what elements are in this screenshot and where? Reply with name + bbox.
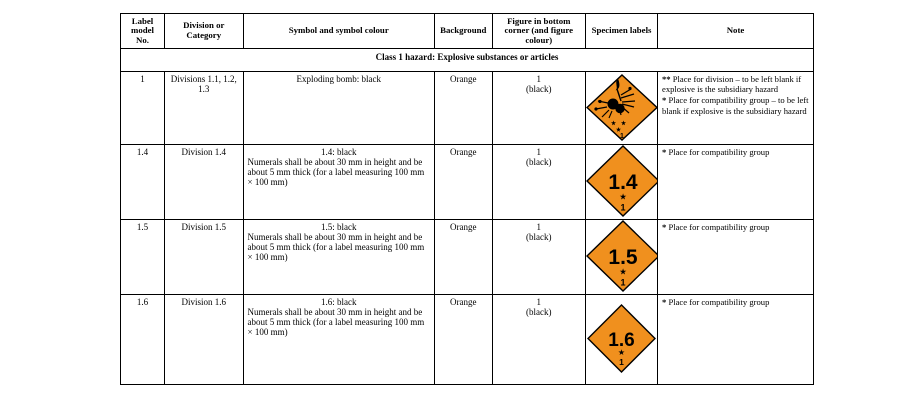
svg-text:1: 1	[620, 278, 625, 288]
svg-text:1: 1	[620, 203, 625, 213]
svg-text:★: ★	[619, 192, 627, 202]
svg-text:1: 1	[619, 357, 624, 367]
svg-text:1: 1	[620, 133, 624, 140]
svg-text:★: ★	[619, 267, 627, 277]
svg-text:★: ★	[618, 348, 625, 357]
